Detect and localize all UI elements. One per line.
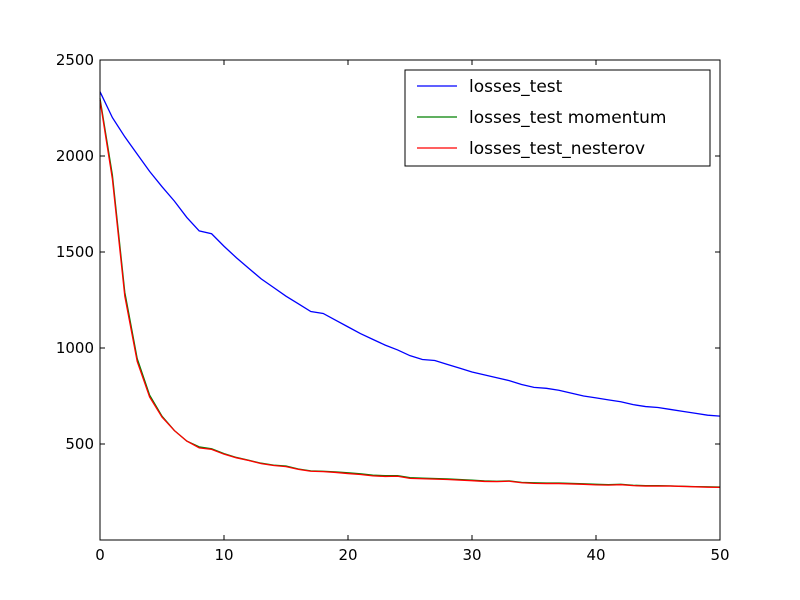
x-tick-label: 10	[214, 546, 233, 564]
y-tick-label: 2500	[56, 51, 94, 69]
plot-area	[99, 91, 721, 489]
x-tick-label: 20	[338, 546, 357, 564]
legend: losses_test losses_test momentum losses_te…	[404, 69, 711, 167]
y-tick-label: 2000	[56, 147, 94, 165]
series-line-3	[99, 100, 721, 489]
axes-frame	[99, 59, 721, 541]
y-tick-label: 500	[65, 435, 94, 453]
axis-ticks: 0 10 20 30 40 50 500 1000 1500 2000 2500	[56, 51, 730, 564]
x-tick-label: 50	[710, 546, 729, 564]
y-tick-label: 1500	[56, 243, 94, 261]
legend-label: losses_test_nesterov	[469, 139, 645, 159]
y-tick-label: 1000	[56, 339, 94, 357]
x-tick-label: 0	[95, 546, 105, 564]
x-tick-label: 40	[586, 546, 605, 564]
series-line-1	[99, 91, 721, 417]
legend-label: losses_test momentum	[469, 108, 666, 128]
x-tick-label: 30	[462, 546, 481, 564]
legend-label: losses_test	[469, 77, 563, 97]
